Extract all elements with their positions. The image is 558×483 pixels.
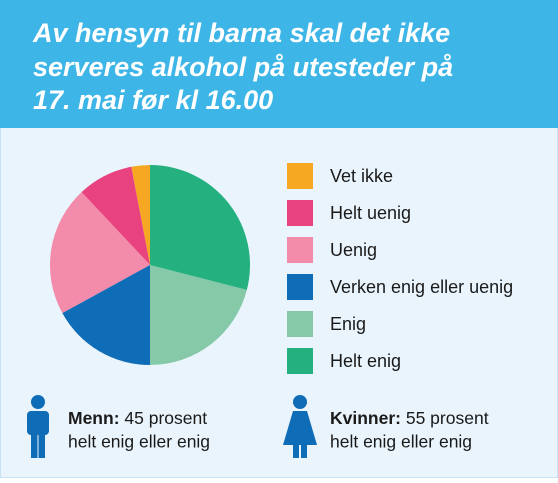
note-line: helt enig eller enig	[330, 432, 472, 452]
note-line: helt enig eller enig	[68, 432, 210, 452]
header	[0, 0, 558, 128]
male-icon	[27, 395, 49, 458]
chart-title: Av hensyn til barna skal det ikke	[32, 18, 450, 48]
legend-swatch	[287, 237, 313, 263]
pie-slice	[50, 192, 150, 314]
note-text: 55 prosent	[406, 408, 489, 428]
legend-swatch	[287, 274, 313, 300]
legend-label: Verken enig eller uenig	[330, 277, 513, 297]
pie-slice	[150, 265, 247, 365]
pie-slice	[150, 165, 250, 290]
legend-label: Helt enig	[330, 351, 401, 371]
note-line: Menn: 45 prosent	[68, 408, 207, 428]
pie-slice	[62, 265, 150, 365]
female-icon	[283, 395, 317, 458]
pie-slice	[81, 166, 150, 265]
chart-title: serveres alkohol på utesteder på	[33, 52, 453, 82]
legend-label: Uenig	[330, 240, 377, 260]
legend-swatch	[287, 311, 313, 337]
note-line: Kvinner: 55 prosent	[330, 408, 489, 428]
note-text: 45 prosent	[124, 408, 207, 428]
chart-title: 17. mai før kl 16.00	[33, 85, 273, 115]
legend-swatch	[287, 200, 313, 226]
legend-label: Vet ikke	[330, 166, 393, 186]
legend-label: Enig	[330, 314, 366, 334]
legend-swatch	[287, 348, 313, 374]
legend-label: Helt uenig	[330, 203, 411, 223]
legend-swatch	[287, 163, 313, 189]
note-label: Menn:	[68, 408, 120, 428]
note-label: Kvinner:	[330, 408, 401, 428]
pie-slice	[131, 165, 150, 265]
